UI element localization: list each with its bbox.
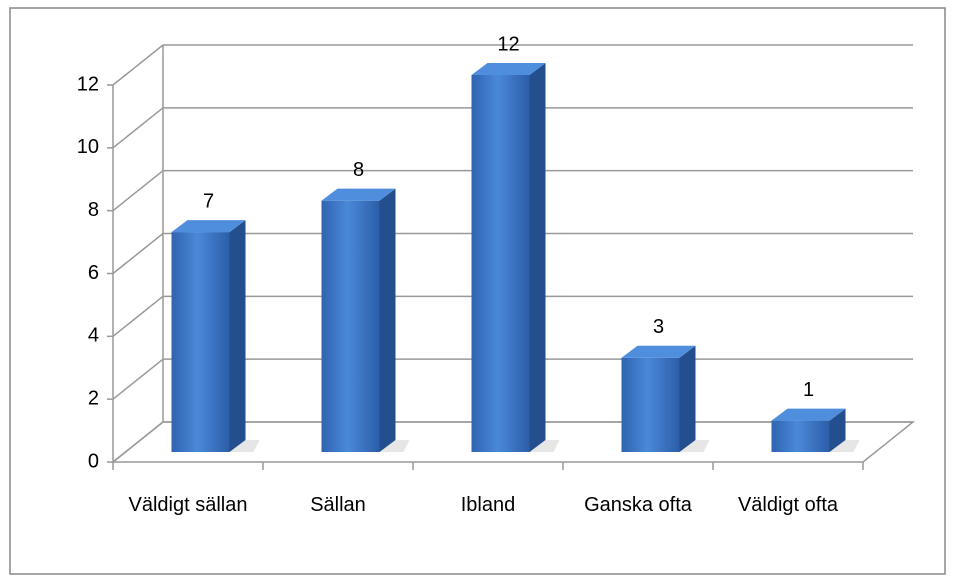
bar-side <box>229 220 246 452</box>
y-tick-label: 4 <box>88 325 99 347</box>
bar-side <box>529 63 546 452</box>
y-tick-label: 8 <box>88 199 99 221</box>
side-grid-line <box>112 358 164 400</box>
bar-top <box>171 220 246 233</box>
x-tick-label: Väldigt sällan <box>128 494 248 516</box>
bar-side <box>379 188 396 452</box>
bar <box>171 232 230 452</box>
bar <box>321 200 380 452</box>
bar <box>471 75 530 452</box>
y-tick-label: 10 <box>77 136 99 158</box>
bar-side <box>679 345 696 452</box>
side-grid-line <box>112 295 164 337</box>
side-grid-line <box>112 44 164 86</box>
x-tick-label: Ganska ofta <box>584 494 692 516</box>
bar <box>771 420 830 452</box>
x-tick-label: Väldigt ofta <box>737 494 839 516</box>
bar-top <box>621 345 696 358</box>
bar <box>621 357 680 452</box>
bar-top <box>771 408 846 421</box>
value-label: 8 <box>353 159 364 181</box>
value-label: 7 <box>203 190 214 212</box>
bar-top <box>471 63 546 75</box>
side-grid-line <box>112 421 164 463</box>
value-label: 1 <box>803 379 814 401</box>
side-grid-line <box>112 107 164 149</box>
side-grid-line <box>112 170 164 212</box>
y-tick-label: 0 <box>88 450 99 472</box>
x-tick-label: Ibland <box>460 494 516 516</box>
side-grid-line <box>112 232 164 275</box>
value-label: 3 <box>653 316 664 338</box>
x-tick-label: Sällan <box>310 494 366 516</box>
y-tick-label: 12 <box>77 73 99 95</box>
value-label: 12 <box>497 33 519 55</box>
bar-side <box>829 408 846 452</box>
y-tick-label: 6 <box>88 262 99 284</box>
y-tick-label: 2 <box>88 387 99 409</box>
bar-top <box>321 188 396 201</box>
